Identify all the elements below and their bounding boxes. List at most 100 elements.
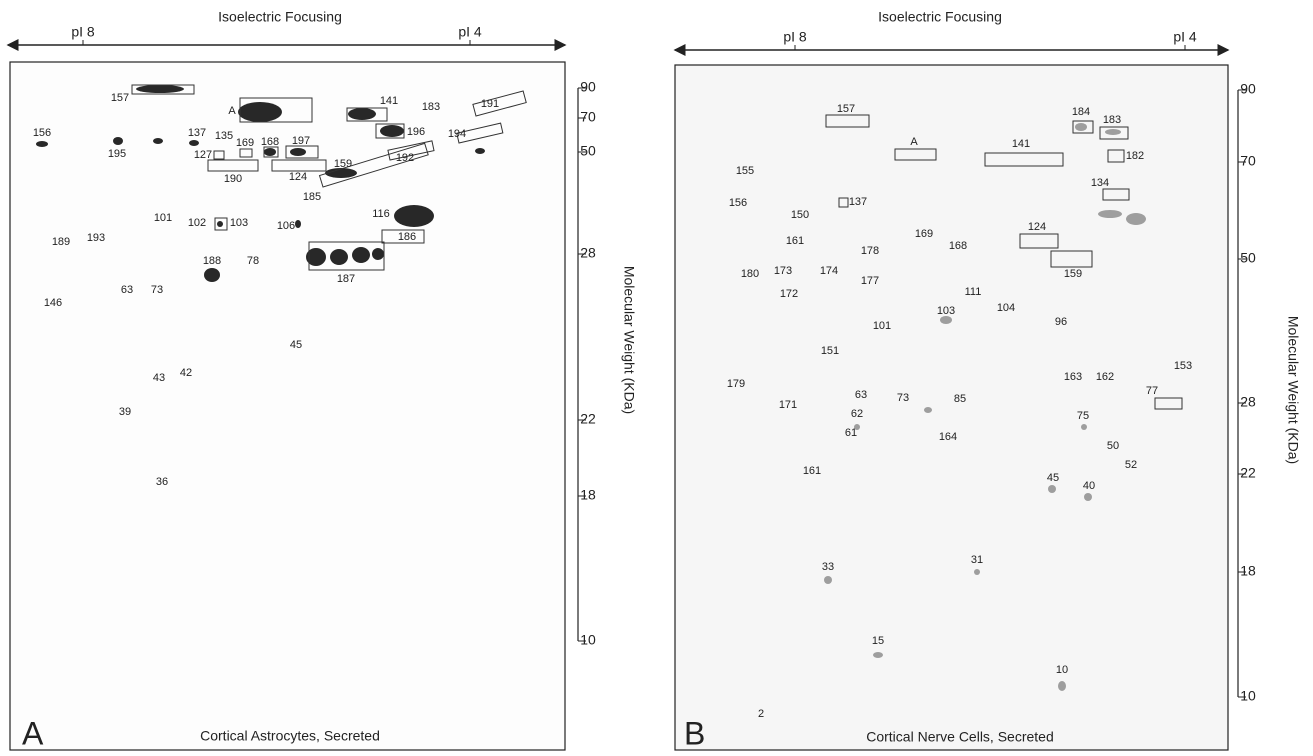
axis-title: Isoelectric Focusing [878,9,1002,25]
gel-spot [475,148,485,154]
spot-label: 191 [481,98,499,110]
spot-label: 156 [33,127,51,139]
spot-label: 185 [303,191,321,203]
mw-tick-label: 18 [1240,563,1256,579]
spot-label: 161 [786,235,804,247]
spot-label: 184 [1072,106,1090,118]
spot-label: 45 [1047,472,1059,484]
spot-label: 124 [289,171,307,183]
mw-tick-label: 22 [580,411,596,427]
spot-label: 39 [119,406,131,418]
pi-label: pI 4 [1173,29,1197,45]
mw-tick-label: 10 [580,632,596,648]
panel-letter: B [684,715,705,751]
gel-spot [36,141,48,147]
spot-label: A [228,105,236,117]
spot-label: 169 [915,228,933,240]
gel-spot [136,85,184,93]
spot-label: 146 [44,297,62,309]
gel-spot [330,249,348,265]
mw-tick-label: 18 [580,487,596,503]
mw-tick-label: 28 [580,245,596,261]
gel-spot [873,652,883,658]
spot-label: 159 [1064,268,1082,280]
gel-spot [1081,424,1087,430]
spot-label: 186 [398,231,416,243]
spot-label: 116 [372,208,390,220]
spot-label: 151 [821,345,839,357]
mw-tick-label: 50 [580,143,596,159]
mw-tick-label: 90 [1240,81,1256,97]
spot-label: 194 [448,128,466,140]
mw-label: Molecular Weight (KDa) [621,266,637,414]
mw-tick-label: 70 [580,109,596,125]
spot-label: 141 [1012,138,1030,150]
spot-label: 189 [52,236,70,248]
gel-spot [290,148,306,156]
spot-label: 177 [861,275,879,287]
spot-label: 101 [873,320,891,332]
spot-label: 183 [1103,114,1121,126]
gel-spot [189,140,199,146]
gel-spot [264,148,276,156]
spot-label: 96 [1055,316,1067,328]
gel-spot [352,247,370,263]
gel-frame [10,62,565,750]
spot-label: 187 [337,273,355,285]
gel-panel: Isoelectric FocusingpI 8pI 4907050282218… [675,9,1301,752]
spot-label: 45 [290,339,302,351]
spot-label: 137 [849,196,867,208]
spot-label: 190 [224,173,242,185]
spot-label: 159 [334,158,352,170]
mw-tick-label: 50 [1240,250,1256,266]
gel-frame [675,65,1228,750]
spot-label: 75 [1077,410,1089,422]
gel-spot [295,220,301,228]
spot-label: 111 [965,286,982,298]
spot-label: 150 [791,209,809,221]
spot-label: 193 [87,232,105,244]
spot-label: 168 [949,240,967,252]
spot-label: 33 [822,561,834,573]
spot-label: 104 [997,302,1015,314]
spot-label: 172 [780,288,798,300]
gel-spot [974,569,980,575]
gel-spot [1105,129,1121,135]
mw-tick-label: 70 [1240,153,1256,169]
spot-label: 43 [153,372,165,384]
spot-label: 103 [230,217,248,229]
spot-label: 180 [741,268,759,280]
spot-label: 179 [727,378,745,390]
spot-label: 155 [736,165,754,177]
gel-spot [1084,493,1092,501]
gel-spot [238,102,282,122]
panel-letter: A [22,715,44,751]
spot-label: 183 [422,101,440,113]
spot-label: 62 [851,408,863,420]
pi-label: pI 4 [458,24,482,40]
spot-label: 196 [407,126,425,138]
spot-label: 77 [1146,385,1158,397]
spot-label: 134 [1091,177,1109,189]
spot-label: 157 [111,92,129,104]
spot-label: 73 [151,284,163,296]
spot-label: 141 [380,95,398,107]
mw-tick-label: 22 [1240,465,1256,481]
spot-label: 157 [837,103,855,115]
spot-label: 42 [180,367,192,379]
spot-label: 188 [203,255,221,267]
spot-label: 52 [1125,459,1137,471]
spot-label: 2 [758,708,764,720]
figure: Isoelectric FocusingpI 8pI 4907050282218… [0,0,1313,756]
mw-label: Molecular Weight (KDa) [1285,316,1301,464]
mw-tick-label: 10 [1240,688,1256,704]
spot-label: 50 [1107,440,1119,452]
gel-spot [1126,213,1146,225]
gel-spot [824,576,832,584]
spot-label: 85 [954,393,966,405]
spot-label: 178 [861,245,879,257]
spot-label: 78 [247,255,259,267]
spot-label: 106 [277,220,295,232]
gel-spot [348,108,376,120]
mw-tick-label: 28 [1240,394,1256,410]
